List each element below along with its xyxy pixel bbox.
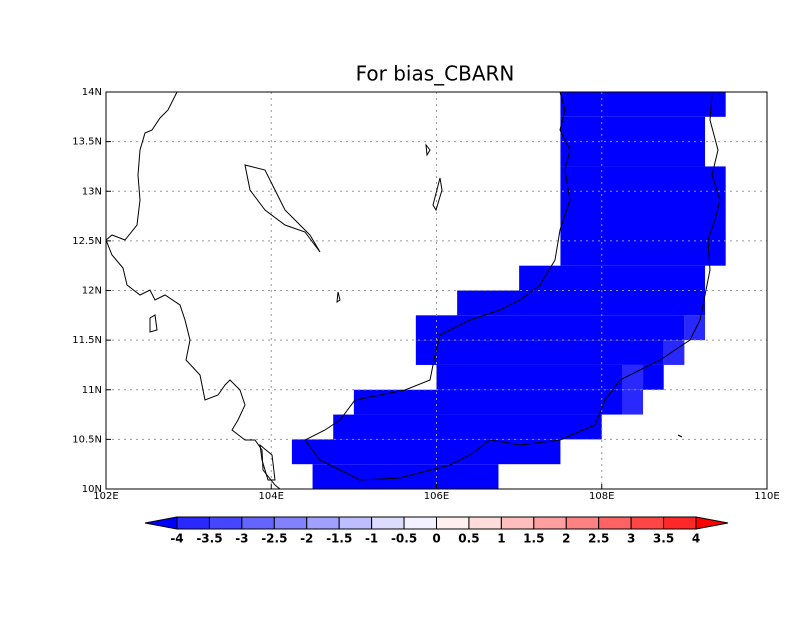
grid-cell	[622, 389, 644, 415]
colorbar-box	[468, 516, 502, 530]
colorbar-box	[663, 516, 697, 530]
colorbar-label: -4	[170, 532, 183, 546]
colorbar-label: 2	[562, 532, 570, 546]
y-tick-label: 13.5N	[72, 137, 102, 148]
colorbar-label: 4	[692, 532, 700, 546]
grid-cell	[415, 340, 664, 365]
grid-cell	[333, 414, 602, 440]
colorbar-label: 2.5	[588, 532, 609, 546]
y-tick-label: 10.5N	[72, 434, 102, 445]
colorbar-label: -2	[300, 532, 313, 546]
colorbar-label: 0.5	[458, 532, 479, 546]
grid-cell	[684, 315, 706, 341]
colorbar-box	[598, 516, 632, 530]
colorbar-arrow	[144, 516, 178, 530]
grid-cell	[663, 340, 685, 365]
y-tick-label: 12.5N	[72, 236, 102, 247]
colorbar-label: 3.5	[653, 532, 674, 546]
colorbar-box	[500, 516, 535, 530]
y-tick-label: 11.5N	[72, 335, 102, 346]
x-tick-label: 108E	[589, 491, 614, 502]
colorbar-box	[403, 516, 437, 530]
title: For bias_CBARN	[356, 62, 515, 86]
colorbar-box	[273, 516, 308, 530]
colorbar-box	[371, 516, 405, 530]
colorbar-label: -2.5	[261, 532, 287, 546]
grid-cell	[519, 265, 706, 291]
y-tick-label: 10N	[82, 484, 102, 495]
colorbar-label: -3.5	[196, 532, 222, 546]
colorbar-box	[565, 516, 600, 530]
grid-cell	[415, 315, 685, 341]
colorbar-label: 0	[432, 532, 440, 546]
y-tick-label: 11N	[82, 385, 102, 396]
x-tick-label: 102E	[93, 491, 118, 502]
grid-cell	[353, 389, 623, 415]
coastline	[105, 91, 721, 490]
y-tick-label: 13N	[82, 186, 102, 197]
colorbar-arrow	[695, 516, 729, 530]
colorbar-box	[436, 516, 470, 530]
x-tick-label: 110E	[754, 491, 779, 502]
colorbar-label: -1.5	[326, 532, 352, 546]
grid-cell	[436, 364, 623, 390]
colorbar-box	[176, 516, 210, 530]
grid-cell	[643, 364, 664, 390]
colorbar-label: 1	[497, 532, 505, 546]
colorbar-box	[241, 516, 275, 530]
colorbar-box	[338, 516, 373, 530]
y-tick-label: 12N	[82, 286, 102, 297]
grid-cell	[457, 290, 706, 316]
grid-cell	[560, 92, 726, 117]
grid-cell	[560, 116, 706, 167]
x-tick-label: 106E	[424, 491, 449, 502]
grid-cell	[560, 166, 726, 266]
colorbar-label: -3	[235, 532, 248, 546]
colorbar-box	[533, 516, 567, 530]
colorbar-box	[306, 516, 340, 530]
x-tick-label: 104E	[259, 491, 284, 502]
colorbar-label: 1.5	[523, 532, 544, 546]
y-tick-label: 14N	[82, 87, 102, 98]
colorbar-box	[208, 516, 243, 530]
coastline	[105, 91, 281, 490]
colorbar-label: 3	[627, 532, 635, 546]
grid-cell	[291, 439, 561, 465]
colorbar-box	[630, 516, 665, 530]
colorbar-label: -1	[365, 532, 378, 546]
colorbar-label: -0.5	[391, 532, 417, 546]
